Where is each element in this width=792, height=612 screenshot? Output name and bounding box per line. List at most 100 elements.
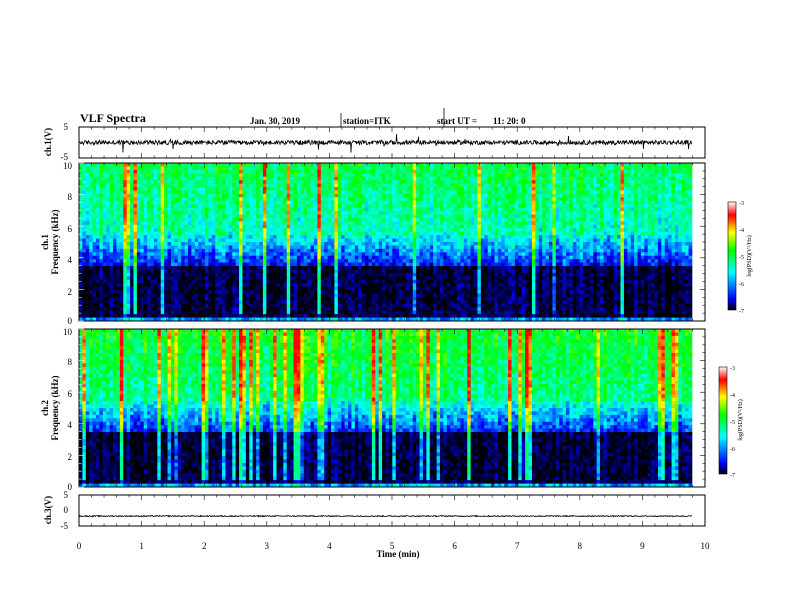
- spectrogram-cell: [528, 238, 533, 243]
- spectrogram-cell: [542, 187, 546, 191]
- spectrogram-cell: [123, 217, 127, 222]
- spectrogram-cell: [140, 245, 145, 250]
- spectrogram-cell: [375, 248, 379, 253]
- spectrogram-cell: [215, 173, 219, 178]
- spectrogram-cell: [96, 224, 100, 229]
- spectrogram-cell: [262, 221, 267, 226]
- spectrogram-cell: [92, 180, 97, 184]
- spectrogram-cell: [113, 193, 117, 198]
- spectrogram-cell: [249, 224, 253, 229]
- spectrogram-cell: [647, 217, 652, 222]
- spectrogram-cell: [194, 211, 199, 215]
- spectrogram-cell: [348, 204, 352, 208]
- spectrogram-cell: [579, 224, 584, 229]
- spectrogram-cell: [409, 231, 414, 236]
- spectrogram-cell: [133, 235, 138, 239]
- spectrogram-cell: [365, 200, 369, 205]
- spectrogram-cell: [647, 173, 652, 178]
- spectrogram-cell: [123, 224, 127, 229]
- spectrogram-cell: [552, 163, 557, 167]
- spectrogram-cell: [613, 183, 618, 188]
- spectrogram-cell: [113, 176, 117, 181]
- spectrogram-cell: [426, 176, 431, 181]
- spectrogram-cell: [525, 248, 529, 253]
- spectrogram-cell: [256, 183, 260, 188]
- spectrogram-cell: [140, 207, 145, 212]
- spectrogram-cell: [474, 252, 478, 257]
- spectrogram-cell: [170, 214, 175, 219]
- spectrogram-cell: [341, 200, 345, 205]
- spectrogram-cell: [119, 238, 124, 243]
- spectrogram-cell: [409, 228, 414, 232]
- spectrogram-cell: [688, 214, 693, 219]
- spectrogram-cell: [620, 183, 625, 188]
- spectrogram-cell: [320, 200, 325, 205]
- spectrogram-cell: [685, 204, 689, 208]
- spectrogram-cell: [89, 197, 93, 202]
- spectrogram-cell: [177, 187, 182, 191]
- spectrogram-cell: [245, 231, 250, 236]
- spectrogram-cell: [269, 207, 274, 212]
- spectrogram-cell: [531, 187, 536, 191]
- spectrogram-cell: [545, 197, 550, 202]
- spectrogram-cell: [576, 200, 580, 205]
- ch1-ytick-top: 5: [64, 122, 69, 132]
- spectrogram-cell: [317, 183, 322, 188]
- spectrogram-cell: [491, 235, 495, 239]
- spectrogram-cell: [412, 235, 417, 239]
- spectrogram-cell: [395, 248, 400, 253]
- spectrogram-cell: [565, 245, 570, 250]
- spectrogram-cell: [218, 214, 223, 219]
- spectrogram-cell: [79, 173, 83, 178]
- spectrogram-cell: [453, 242, 458, 246]
- spectrogram-cell: [579, 173, 584, 178]
- spectrogram-cell: [542, 190, 546, 195]
- spectrogram-cell: [201, 173, 206, 178]
- spectrogram-cell: [99, 221, 104, 226]
- spectrogram-cell: [126, 187, 131, 191]
- spectrogram-cell: [640, 238, 645, 243]
- spectrogram-cell: [126, 235, 131, 239]
- spectrogram-cell: [348, 190, 352, 195]
- spectrogram-cell: [439, 173, 444, 178]
- spectrogram-cell: [119, 163, 124, 167]
- spectrogram-cell: [480, 224, 485, 229]
- spectrogram-cell: [290, 173, 294, 178]
- spectrogram-cell: [82, 228, 87, 232]
- spectrogram-cell: [463, 163, 468, 167]
- spectrogram-cell: [511, 228, 516, 232]
- spectrogram-cell: [525, 217, 529, 222]
- spectrogram-cell: [126, 245, 131, 250]
- spectrogram-cell: [668, 200, 672, 205]
- spectrogram-cell: [668, 207, 672, 212]
- spectrogram-cell: [191, 173, 196, 178]
- spectrogram-cell: [228, 245, 233, 250]
- spectrogram-cell: [470, 166, 475, 171]
- spectrogram-cell: [113, 221, 117, 226]
- spectrogram-cell: [160, 245, 165, 250]
- spectrogram-cell: [140, 190, 145, 195]
- spectrogram-cell: [674, 252, 679, 257]
- spectrogram-cell: [143, 187, 148, 191]
- spectrogram-cell: [113, 197, 117, 202]
- spectrogram-cell: [617, 221, 621, 226]
- spectrogram-cell: [331, 221, 335, 226]
- spectrogram-cell: [552, 180, 557, 184]
- spectrogram-cell: [273, 200, 277, 205]
- spectrogram-cell: [344, 224, 349, 229]
- spectrogram-cell: [113, 214, 117, 219]
- spectrogram-cell: [651, 211, 655, 215]
- spectrogram-cell: [426, 242, 431, 246]
- spectrogram-cell: [262, 214, 267, 219]
- spectrogram-cell: [487, 211, 492, 215]
- spectrogram-cell: [320, 197, 325, 202]
- spectrogram-cell: [617, 238, 621, 243]
- spectrogram-cell: [337, 169, 342, 174]
- spectrogram-cell: [678, 169, 683, 174]
- spectrogram-cell: [477, 252, 482, 257]
- spectrogram-cell: [382, 217, 386, 222]
- spectrogram-cell: [474, 183, 478, 188]
- spectrogram-cell: [143, 248, 148, 253]
- spectrogram-cell: [531, 224, 536, 229]
- spectrogram-cell: [671, 214, 676, 219]
